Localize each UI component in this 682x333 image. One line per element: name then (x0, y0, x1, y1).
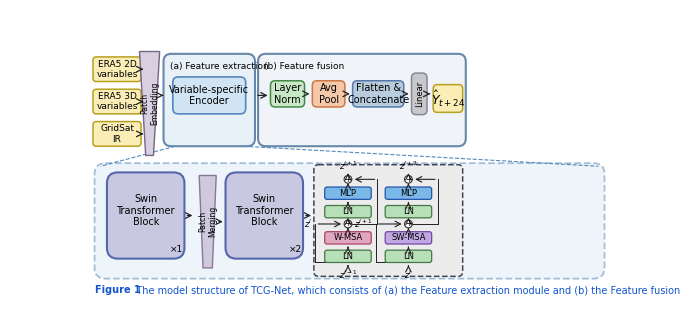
Text: LN: LN (403, 207, 414, 216)
FancyBboxPatch shape (93, 122, 141, 146)
FancyBboxPatch shape (411, 73, 427, 115)
Text: Layer
Norm: Layer Norm (274, 83, 301, 105)
FancyBboxPatch shape (93, 89, 141, 114)
Text: LN: LN (403, 252, 414, 261)
FancyBboxPatch shape (353, 81, 404, 107)
Text: ×2: ×2 (288, 245, 302, 254)
FancyBboxPatch shape (385, 250, 432, 262)
Text: (b) Feature fusion: (b) Feature fusion (265, 62, 344, 71)
Text: (a) Feature extraction: (a) Feature extraction (170, 62, 269, 71)
Text: Patch
Embedding: Patch Embedding (140, 82, 160, 125)
Text: ×1: ×1 (170, 245, 183, 254)
Text: W-MSA: W-MSA (333, 233, 363, 242)
Circle shape (404, 175, 413, 183)
FancyBboxPatch shape (325, 205, 371, 218)
FancyBboxPatch shape (271, 81, 305, 107)
Polygon shape (199, 175, 216, 268)
Text: Variable-specific
Encoder: Variable-specific Encoder (169, 85, 250, 106)
Text: ERA5 3D
variables: ERA5 3D variables (96, 92, 138, 111)
Text: $z^{l-1}$: $z^{l-1}$ (338, 269, 357, 281)
FancyBboxPatch shape (93, 57, 141, 82)
FancyBboxPatch shape (314, 165, 462, 276)
FancyBboxPatch shape (173, 77, 246, 114)
FancyBboxPatch shape (433, 85, 462, 112)
Text: $z^{l+1}$: $z^{l+1}$ (338, 159, 357, 171)
Text: +: + (404, 175, 412, 184)
Text: Linear: Linear (415, 81, 424, 107)
Text: MLP: MLP (340, 189, 357, 198)
FancyBboxPatch shape (325, 232, 371, 244)
FancyBboxPatch shape (325, 250, 371, 262)
Text: Patch
Merging: Patch Merging (198, 206, 218, 237)
FancyBboxPatch shape (226, 172, 303, 259)
Polygon shape (140, 52, 160, 156)
FancyBboxPatch shape (95, 163, 604, 279)
FancyBboxPatch shape (312, 81, 345, 107)
Text: $z^{l}$: $z^{l}$ (404, 269, 413, 281)
Text: Avg
Pool: Avg Pool (318, 83, 339, 105)
Text: $z^{l+1}$: $z^{l+1}$ (354, 218, 373, 230)
Text: GridSat
IR: GridSat IR (100, 124, 134, 144)
Text: The model structure of TCG-Net, which consists of (a) the Feature extraction mod: The model structure of TCG-Net, which co… (127, 285, 682, 295)
Text: ERA5 2D
variables: ERA5 2D variables (96, 60, 138, 79)
FancyBboxPatch shape (258, 54, 466, 146)
Circle shape (344, 175, 352, 183)
FancyBboxPatch shape (385, 187, 432, 199)
Text: +: + (344, 175, 352, 184)
FancyBboxPatch shape (164, 54, 255, 146)
FancyBboxPatch shape (325, 187, 371, 199)
Circle shape (404, 220, 413, 228)
Text: Swin
Transformer
Block: Swin Transformer Block (117, 194, 175, 227)
FancyBboxPatch shape (107, 172, 184, 259)
Text: $\hat{Y}_{t+24}$: $\hat{Y}_{t+24}$ (431, 88, 465, 109)
Text: $z^l$: $z^l$ (304, 218, 312, 230)
Circle shape (344, 220, 352, 228)
Text: MLP: MLP (400, 189, 417, 198)
Text: $z^{l+2}$: $z^{l+2}$ (399, 159, 418, 171)
Text: LN: LN (342, 252, 353, 261)
Text: SW-MSA: SW-MSA (391, 233, 426, 242)
FancyBboxPatch shape (385, 205, 432, 218)
Text: +: + (404, 219, 412, 228)
Text: Swin
Transformer
Block: Swin Transformer Block (235, 194, 293, 227)
Text: Flatten &
Concatenate: Flatten & Concatenate (347, 83, 409, 105)
Text: LN: LN (342, 207, 353, 216)
Text: Figure 1: Figure 1 (95, 285, 140, 295)
Text: +: + (344, 219, 352, 228)
FancyBboxPatch shape (385, 232, 432, 244)
